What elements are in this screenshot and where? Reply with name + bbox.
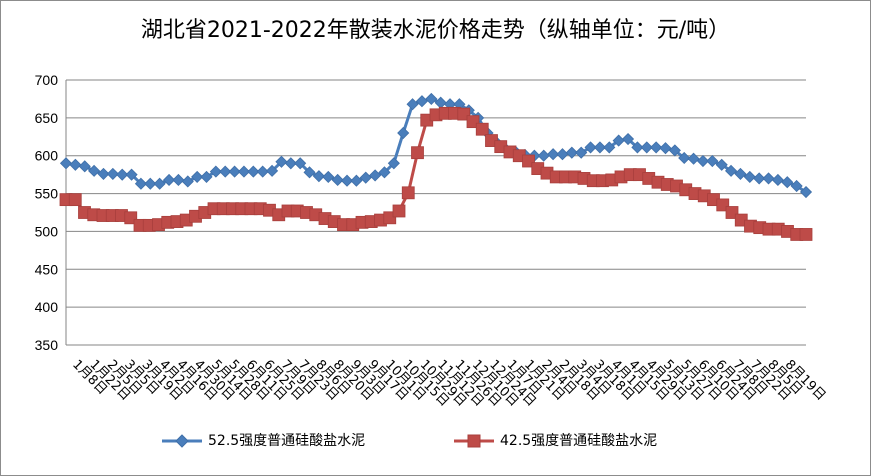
chart-legend: 52.5强度普通硅酸盐水泥 42.5强度普通硅酸盐水泥 (160, 430, 760, 452)
data-point (191, 170, 204, 183)
data-point (706, 154, 719, 168)
data-point (219, 165, 232, 178)
data-point (369, 169, 382, 182)
data-point (406, 98, 419, 111)
data-point (425, 92, 438, 105)
data-point (640, 141, 653, 154)
data-point (209, 165, 222, 178)
y-tick-label: 500 (35, 223, 59, 239)
data-point (116, 168, 129, 181)
data-point (378, 166, 391, 179)
data-point (799, 185, 813, 199)
data-point (650, 141, 663, 154)
y-tick-label: 600 (35, 148, 59, 164)
data-point (547, 148, 560, 161)
data-point (144, 177, 157, 190)
chart-title: 湖北省2021-2022年散装水泥价格走势（纵轴单位：元/吨） (140, 18, 731, 43)
data-point (312, 170, 325, 183)
data-point (275, 155, 288, 168)
data-point (106, 167, 119, 180)
data-point (181, 175, 194, 188)
data-point (340, 174, 354, 187)
data-point (696, 154, 710, 168)
data-point (575, 146, 588, 159)
data-point (134, 177, 148, 190)
data-point (303, 166, 316, 179)
data-point (593, 141, 606, 154)
data-point (659, 142, 672, 155)
legend-label-52-5: 52.5强度普通硅酸盐水泥 (208, 433, 366, 449)
data-point (97, 167, 110, 180)
data-point (734, 167, 747, 180)
data-point (350, 174, 363, 187)
y-tick-label: 550 (35, 186, 59, 202)
y-tick-label: 450 (35, 261, 59, 277)
data-point (69, 158, 82, 171)
y-tick-label: 700 (35, 72, 59, 88)
data-point (247, 165, 260, 178)
data-point (584, 141, 597, 154)
data-point (781, 176, 794, 189)
data-point (322, 170, 335, 183)
data-point (603, 141, 616, 154)
y-tick-label: 650 (35, 110, 59, 126)
data-point (68, 193, 82, 207)
data-point (631, 141, 644, 154)
data-point (556, 148, 569, 161)
data-point (256, 165, 269, 178)
data-point (237, 165, 251, 178)
data-point (125, 168, 138, 181)
data-point (392, 204, 406, 218)
y-tick-label: 400 (35, 299, 59, 315)
data-point (228, 165, 241, 178)
data-point (200, 170, 213, 183)
y-tick-label: 350 (35, 337, 59, 353)
data-point (331, 173, 344, 187)
data-point (153, 177, 166, 190)
data-point (743, 170, 756, 183)
data-point (415, 95, 429, 108)
data-point (411, 146, 424, 160)
data-point (359, 171, 372, 184)
data-point (753, 172, 766, 185)
data-point (715, 158, 728, 171)
legend-swatch-52-5 (162, 434, 202, 448)
data-point (771, 173, 784, 187)
data-point (668, 144, 681, 157)
legend-swatch-42-5 (454, 434, 494, 448)
data-point (565, 146, 578, 159)
data-point (266, 164, 279, 177)
data-point (537, 149, 550, 162)
data-point (397, 126, 410, 140)
data-point (401, 186, 415, 200)
data-point (78, 160, 91, 173)
data-point (59, 157, 73, 170)
data-point (162, 173, 176, 187)
data-point (762, 172, 775, 185)
legend-label-42-5: 42.5强度普通硅酸盐水泥 (500, 433, 658, 449)
data-point (724, 164, 738, 177)
data-point (799, 228, 813, 241)
data-point (790, 179, 803, 193)
data-point (294, 157, 307, 170)
data-point (687, 152, 700, 165)
data-point (88, 164, 101, 177)
data-point (387, 157, 400, 170)
data-point (172, 173, 185, 187)
data-point (678, 151, 691, 165)
data-point (284, 157, 297, 170)
data-point (621, 132, 635, 146)
data-point (475, 122, 489, 136)
